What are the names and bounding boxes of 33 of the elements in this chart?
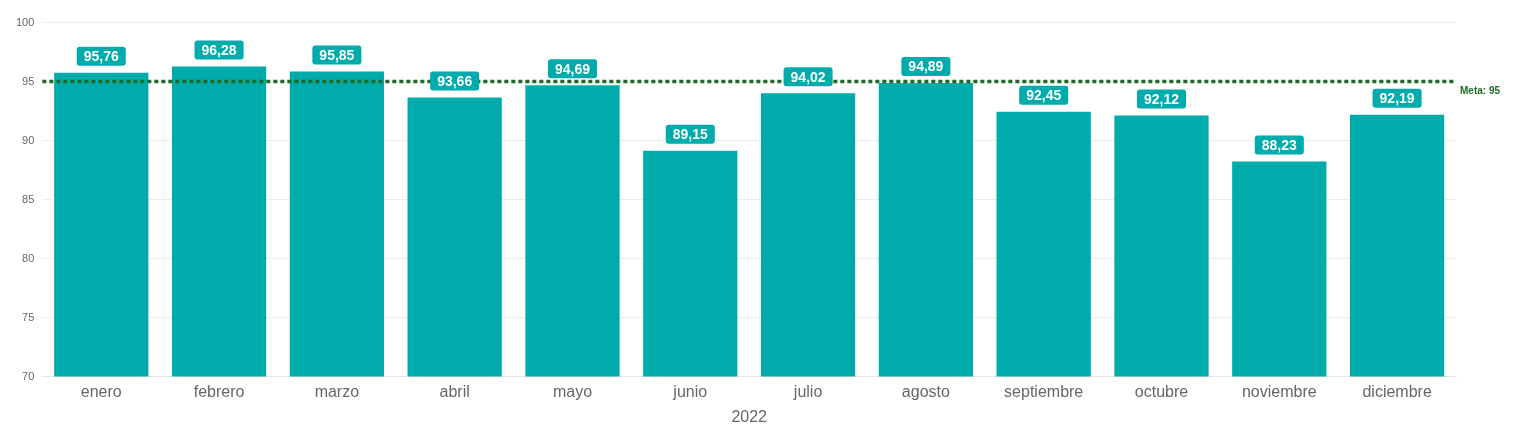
x-axis-title: 2022 [731,407,768,425]
x-tick-label: agosto [901,382,950,400]
data-label: 92,19 [1379,90,1415,107]
x-tick-label: noviembre [1241,382,1317,400]
y-tick-label: 75 [22,310,35,323]
data-label: 94,02 [790,68,826,85]
x-tick-label: diciembre [1362,382,1432,400]
data-label: 96,28 [201,41,237,58]
x-tick-label: junio [672,382,708,400]
y-tick-label: 95 [22,74,35,87]
y-tick-label: 90 [22,133,35,146]
x-tick-label: enero [80,382,122,400]
data-label: 94,69 [554,60,591,77]
data-label: 88,23 [1261,136,1298,153]
data-label: 92,45 [1026,87,1062,104]
x-tick-label: octubre [1134,382,1189,400]
x-tick-label: septiembre [1004,382,1084,400]
data-label: 95,76 [83,47,119,64]
data-label: 93,66 [437,72,473,89]
y-tick-label: 100 [15,15,35,28]
data-label: 92,12 [1143,90,1180,107]
y-tick-label: 70 [22,369,35,382]
data-label: 89,15 [672,125,708,142]
data-label: 95,85 [319,46,355,63]
x-tick-label: abril [439,382,470,400]
x-tick-label: mayo [552,382,593,400]
data-label: 94,89 [908,58,944,75]
x-tick-label: febrero [193,382,245,400]
x-tick-label: julio [792,382,823,400]
y-tick-label: 85 [22,192,35,205]
y-tick-label: 80 [22,251,35,264]
x-tick-label: marzo [314,382,360,400]
ref-line-label: Meta: 95 [1460,85,1501,97]
